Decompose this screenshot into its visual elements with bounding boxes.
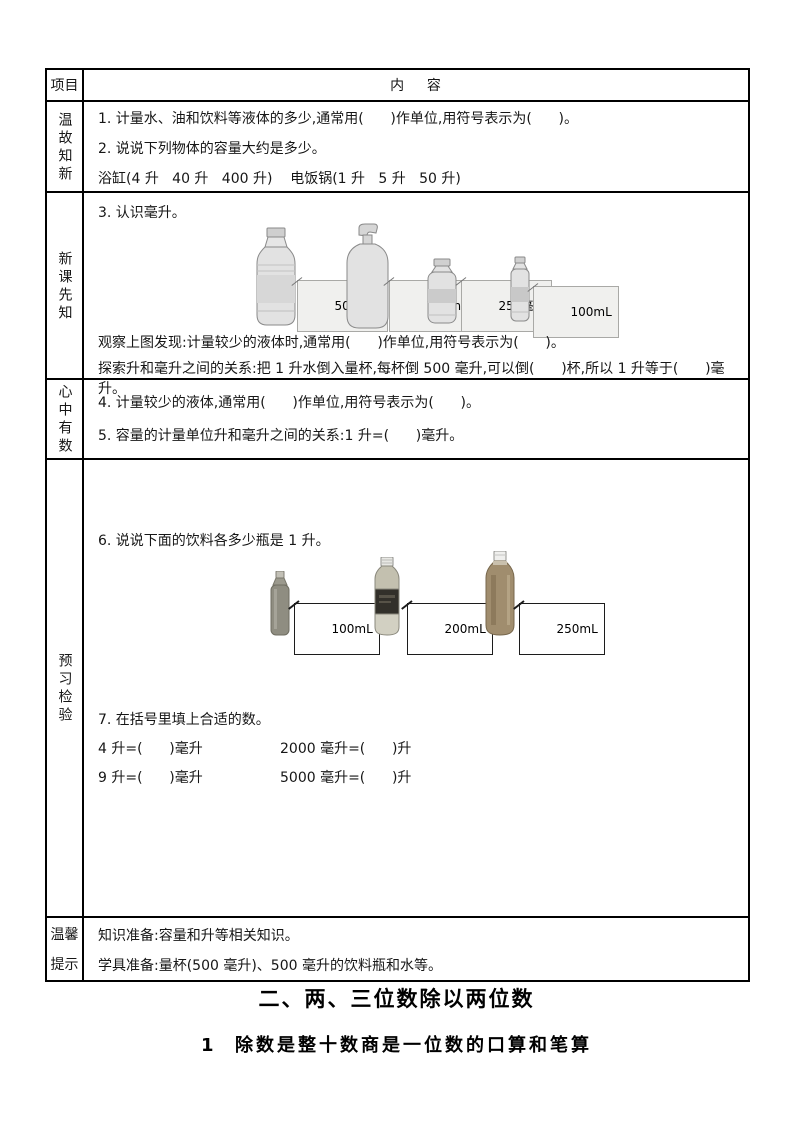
row-label-tips-line2: 提示 bbox=[50, 957, 79, 973]
capacity-callout-photo-100ml: 100mL bbox=[294, 603, 380, 655]
question-2: 2. 说说下列物体的容量大约是多少。 bbox=[98, 141, 326, 157]
row-content-tips: 知识准备:容量和升等相关知识。 学具准备:量杯(500 毫升)、500 毫升的饮… bbox=[84, 918, 748, 982]
tools-preparation: 学具准备:量杯(500 毫升)、500 毫升的饮料瓶和水等。 bbox=[98, 958, 442, 974]
row-label-review: 温故知新 bbox=[56, 111, 73, 184]
row-label-cell: 温馨 提示 bbox=[47, 918, 84, 982]
lesson-title: 1 除数是整十数商是一位数的口算和笔算 bbox=[200, 1035, 593, 1056]
jar-bottle-250ml-illustration bbox=[425, 258, 459, 326]
fill-blank-row-1: 4 升=( )毫升 2000 毫升=( )升 bbox=[98, 739, 411, 759]
photo-bottle-250ml bbox=[483, 550, 517, 637]
fill-4l: 4 升=( )毫升 bbox=[98, 741, 203, 757]
fill-5000ml: 5000 毫升=( )升 bbox=[280, 770, 412, 786]
explore-statement: 探索升和毫升之间的关系:把 1 升水倒入量杯,每杯倒 500 毫升,可以倒( )… bbox=[98, 361, 725, 397]
capacity-label-100ml: 100mL bbox=[570, 305, 612, 319]
table-row-review: 温故知新 1. 计量水、油和饮料等液体的多少,通常用( )作单位,用符号表示为(… bbox=[47, 100, 748, 193]
row-label-new-lesson: 新课先知 bbox=[56, 250, 73, 323]
water-bottle-500ml-illustration bbox=[253, 227, 299, 327]
header-cell-content: 内 容 bbox=[84, 70, 748, 100]
question-1: 1. 计量水、油和饮料等液体的多少,通常用( )作单位,用符号表示为( )。 bbox=[98, 111, 578, 127]
row-content-know-by-heart: 4. 计量较少的液体,通常用( )作单位,用符号表示为( )。 5. 容量的计量… bbox=[84, 380, 748, 460]
table-header-row: 项目 内 容 bbox=[47, 70, 748, 100]
fill-blank-row-2: 9 升=( )毫升 5000 毫升=( )升 bbox=[98, 768, 411, 788]
row-label-know-by-heart: 心中有数 bbox=[56, 384, 73, 456]
row-content-review: 1. 计量水、油和饮料等液体的多少,通常用( )作单位,用符号表示为( )。 2… bbox=[84, 102, 748, 193]
row-label-cell: 预习检验 bbox=[47, 460, 84, 918]
header-project-label: 项目 bbox=[50, 78, 79, 94]
capacity-label-photo-250ml: 250mL bbox=[556, 622, 598, 636]
header-content-label: 内 容 bbox=[390, 78, 442, 94]
question-7: 7. 在括号里填上合适的数。 bbox=[98, 712, 270, 728]
photo-bottle-100ml bbox=[268, 570, 292, 637]
capacity-callout-photo-200ml: 200mL bbox=[407, 603, 493, 655]
capacity-label-photo-100ml: 100mL bbox=[331, 622, 373, 636]
table-row-preview-check: 预习检验 6. 说说下面的饮料各多少瓶是 1 升。 100mL bbox=[47, 458, 748, 918]
capacity-label-photo-200ml: 200mL bbox=[444, 622, 486, 636]
question-4: 4. 计量较少的液体,通常用( )作单位,用符号表示为( )。 bbox=[98, 395, 480, 411]
question-6: 6. 说说下面的饮料各多少瓶是 1 升。 bbox=[98, 533, 330, 549]
question-5: 5. 容量的计量单位升和毫升之间的关系:1 升=( )毫升。 bbox=[98, 428, 464, 444]
question-3: 3. 认识毫升。 bbox=[98, 205, 186, 221]
row-label-cell: 心中有数 bbox=[47, 380, 84, 460]
pump-bottle-750ml-illustration bbox=[343, 223, 395, 331]
fill-9l: 9 升=( )毫升 bbox=[98, 770, 203, 786]
header-cell-project: 项目 bbox=[47, 70, 84, 100]
table-row-know-by-heart: 心中有数 4. 计量较少的液体,通常用( )作单位,用符号表示为( )。 5. … bbox=[47, 378, 748, 460]
question-2-options: 浴缸(4 升 40 升 400 升) 电饭锅(1 升 5 升 50 升) bbox=[98, 171, 461, 187]
table-row-tips: 温馨 提示 知识准备:容量和升等相关知识。 学具准备:量杯(500 毫升)、50… bbox=[47, 916, 748, 982]
fill-2000ml: 2000 毫升=( )升 bbox=[280, 741, 412, 757]
row-label-cell: 温故知新 bbox=[47, 102, 84, 193]
knowledge-preparation: 知识准备:容量和升等相关知识。 bbox=[98, 928, 299, 944]
capacity-callout-100ml: 100mL bbox=[533, 286, 619, 338]
section-title: 二、两、三位数除以两位数 bbox=[258, 987, 535, 1011]
photo-bottle-200ml bbox=[372, 556, 402, 637]
row-content-preview-check: 6. 说说下面的饮料各多少瓶是 1 升。 100mL bbox=[84, 460, 748, 918]
observe-statement: 观察上图发现:计量较少的液体时,通常用( )作单位,用符号表示为( )。 bbox=[98, 335, 565, 351]
worksheet-table: 项目 内 容 温故知新 1. 计量水、油和饮料等液体的多少,通常用( )作单位,… bbox=[45, 68, 750, 982]
capacity-callout-photo-250ml: 250mL bbox=[519, 603, 605, 655]
row-label-tips-line1: 温馨 bbox=[50, 927, 79, 943]
row-label-preview-check: 预习检验 bbox=[56, 653, 73, 725]
row-label-cell: 新课先知 bbox=[47, 193, 84, 380]
slim-bottle-100ml-illustration bbox=[509, 256, 531, 324]
